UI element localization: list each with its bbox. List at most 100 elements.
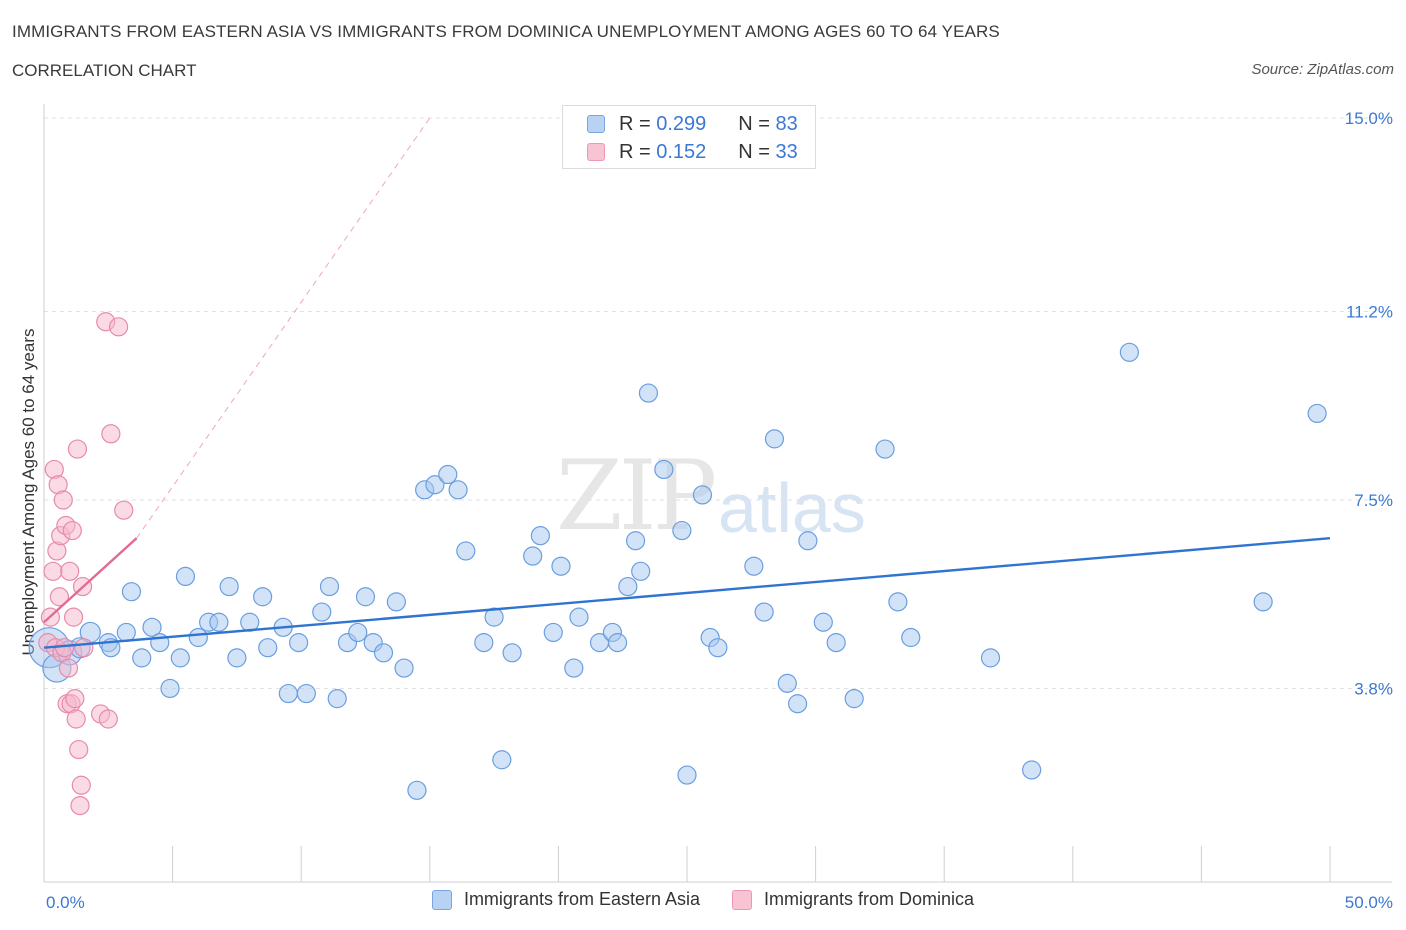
- legend-swatch-eastern-asia: [587, 115, 605, 133]
- data-point: [142, 617, 162, 637]
- trend-line: [43, 537, 138, 624]
- data-point: [407, 780, 427, 800]
- data-point: [69, 739, 89, 760]
- legend-r-value: 0.299: [656, 112, 707, 135]
- legend-row-dominica: R = 0.152 N = 33: [587, 138, 798, 166]
- data-point: [569, 607, 589, 627]
- data-point: [258, 638, 278, 658]
- legend-n-label: N =: [738, 112, 770, 135]
- data-point: [49, 587, 70, 607]
- data-point: [121, 582, 142, 602]
- data-point: [53, 490, 73, 510]
- chart-subtitle: CORRELATION CHART: [12, 61, 197, 80]
- series-dominica: [38, 312, 134, 816]
- data-point: [813, 612, 833, 632]
- data-point: [754, 602, 774, 622]
- data-point: [327, 689, 347, 709]
- data-point: [438, 464, 458, 485]
- data-point: [227, 648, 247, 668]
- data-point: [901, 627, 921, 648]
- data-point: [654, 459, 674, 480]
- data-point: [114, 500, 134, 520]
- y-tick-label: 11.2%: [1346, 303, 1393, 322]
- data-point: [373, 643, 394, 663]
- data-point: [764, 429, 785, 449]
- data-point: [70, 795, 90, 816]
- chart-title: IMMIGRANTS FROM EASTERN ASIA VS IMMIGRAN…: [12, 22, 1000, 41]
- series-label-dominica: Immigrants from Dominica: [764, 889, 975, 909]
- legend-r-label: R =: [619, 140, 651, 163]
- legend-swatch-dominica: [587, 143, 605, 161]
- data-point: [551, 556, 571, 576]
- data-point: [209, 612, 229, 632]
- data-point: [484, 607, 504, 627]
- data-point: [319, 576, 340, 597]
- data-point: [63, 607, 84, 627]
- data-point: [289, 633, 309, 653]
- data-point: [798, 531, 818, 551]
- data-point: [188, 627, 208, 648]
- chart-source: Source: ZipAtlas.com: [1251, 61, 1394, 78]
- legend-n-value: 33: [775, 140, 798, 163]
- data-point: [456, 541, 476, 561]
- data-point: [386, 592, 406, 612]
- trend-line: [43, 537, 1331, 649]
- data-point: [708, 638, 728, 658]
- data-point: [132, 648, 152, 668]
- data-point: [278, 683, 298, 704]
- data-point: [543, 622, 563, 643]
- series-legend: Immigrants from Eastern Asia Immigrants …: [0, 889, 1406, 910]
- data-point: [1119, 342, 1139, 362]
- x-tick-label: 50.0%: [1345, 893, 1393, 912]
- data-point: [844, 689, 864, 709]
- data-point: [787, 694, 808, 714]
- series-legend-dominica[interactable]: Immigrants from Dominica: [732, 889, 974, 910]
- data-point: [1022, 760, 1042, 780]
- data-point: [65, 689, 85, 709]
- data-point: [175, 566, 196, 587]
- data-point: [980, 648, 1001, 668]
- legend-r-value: 0.152: [656, 140, 707, 163]
- data-point: [170, 648, 190, 668]
- legend-r-label: R =: [619, 112, 651, 135]
- y-tick-label: 15.0%: [1345, 109, 1393, 128]
- data-point: [474, 633, 494, 653]
- data-point: [116, 622, 136, 643]
- data-point: [530, 526, 550, 546]
- data-point: [607, 633, 628, 653]
- data-point: [564, 658, 584, 678]
- data-point: [625, 531, 646, 551]
- data-point: [98, 709, 118, 729]
- data-point: [355, 587, 376, 607]
- data-point: [777, 673, 797, 693]
- data-point: [677, 765, 697, 785]
- data-point: [219, 576, 239, 597]
- series-label-eastern-asia: Immigrants from Eastern Asia: [463, 889, 701, 909]
- data-point: [523, 546, 543, 566]
- y-axis-label: Unemployment Among Ages 60 to 64 years: [19, 329, 38, 656]
- data-point: [296, 683, 316, 704]
- data-point: [348, 622, 368, 643]
- data-point: [54, 638, 75, 658]
- data-point: [744, 556, 764, 576]
- trend-line-extension: [136, 117, 431, 539]
- watermark-atlas: atlas: [718, 469, 866, 547]
- data-point: [638, 383, 659, 403]
- data-point: [66, 709, 86, 729]
- data-point: [101, 424, 121, 444]
- data-point: [888, 592, 908, 612]
- x-tick-label: 0.0%: [46, 893, 85, 912]
- data-point: [58, 658, 79, 678]
- data-point: [631, 561, 651, 581]
- data-point: [67, 439, 88, 459]
- data-point: [74, 638, 94, 658]
- y-tick-label: 3.8%: [1354, 679, 1393, 698]
- correlation-legend: R = 0.299 N = 83 R = 0.152 N = 33: [562, 105, 816, 169]
- data-point: [312, 602, 332, 622]
- data-point: [826, 633, 846, 653]
- series-legend-eastern-asia[interactable]: Immigrants from Eastern Asia: [431, 889, 701, 910]
- series-swatch-eastern-asia: [431, 889, 452, 910]
- data-point: [43, 561, 63, 581]
- data-point: [425, 475, 445, 495]
- data-point: [692, 485, 713, 505]
